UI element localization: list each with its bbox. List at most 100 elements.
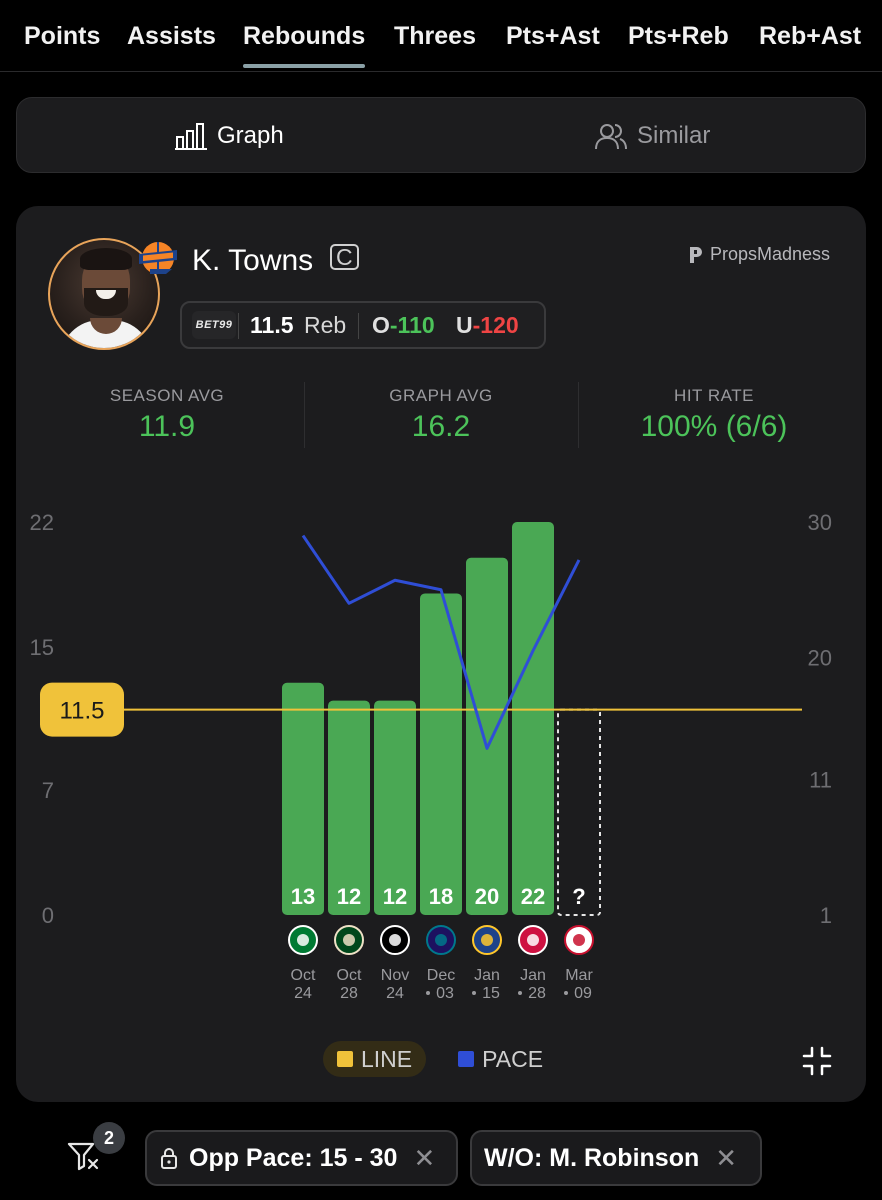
bar	[374, 700, 416, 915]
prop-line-pill[interactable]: BET99 11.5 Reb O-110 U-120	[180, 301, 546, 349]
bar	[420, 593, 462, 915]
hit-rate-label: HIT RATE	[674, 386, 754, 405]
prop-line-value: 11.5	[250, 312, 294, 338]
tab-pts-reb[interactable]: Pts+Reb	[628, 22, 729, 50]
season-avg-value: 11.9	[138, 410, 196, 443]
hit-rate-stat: HIT RATE 100% (6/6)	[578, 386, 850, 444]
filter-clear-icon[interactable]	[66, 1140, 102, 1172]
player-name: K. Towns	[192, 244, 314, 277]
graph-toggle-button[interactable]: Graph	[175, 98, 284, 174]
tab-reb-ast[interactable]: Reb+Ast	[759, 22, 862, 50]
season-avg-label: SEASON AVG	[109, 386, 225, 405]
users-icon	[595, 124, 627, 150]
close-icon[interactable]: ✕	[413, 1142, 436, 1173]
left-axis-tick: 7	[42, 778, 54, 803]
date-month-label: Nov	[381, 967, 409, 984]
filter-chip-opp-pace[interactable]: Opp Pace: 15 - 30 ✕	[145, 1130, 458, 1186]
date-day-label: 03	[436, 985, 454, 1002]
propsmadness-logo-icon	[690, 246, 702, 263]
tab-assists[interactable]: Assists	[127, 22, 216, 50]
knicks-logo-icon	[139, 242, 177, 274]
date-day-label: 28	[528, 985, 546, 1002]
nets-logo-icon	[389, 934, 401, 946]
bar-value-label: ?	[572, 884, 585, 909]
brand-name: PropsMadness	[710, 244, 831, 264]
bar-value-label: 12	[383, 884, 407, 909]
collapse-icon[interactable]	[802, 1046, 832, 1076]
over-odds: O-110	[372, 312, 435, 338]
date-dot	[518, 991, 522, 995]
legend-pace[interactable]: PACE	[458, 1046, 543, 1073]
bar-value-label: 20	[475, 884, 499, 909]
date-day-label: 28	[340, 985, 358, 1002]
filter-chip-label: Opp Pace: 15 - 30	[189, 1143, 398, 1172]
close-icon[interactable]: ✕	[715, 1142, 738, 1173]
view-toggle: Graph Similar	[16, 97, 866, 173]
left-axis-tick: 0	[42, 903, 54, 928]
date-day-label: 24	[386, 985, 404, 1002]
under-odds: U-120	[456, 312, 519, 338]
similar-toggle-button[interactable]: Similar	[595, 98, 710, 174]
prop-line-label: 11.5	[60, 698, 105, 725]
right-axis-tick: 11	[809, 767, 832, 792]
date-month-label: Oct	[337, 967, 362, 984]
right-axis-tick: 20	[808, 646, 832, 671]
player-position: C	[330, 244, 359, 270]
prop-line-badge	[40, 682, 124, 737]
right-axis-tick: 30	[808, 510, 832, 535]
hornets-logo-icon	[435, 934, 447, 946]
date-month-label: Oct	[291, 967, 316, 984]
prop-tabs: Points Assists Rebounds Threes Pts+Ast P…	[0, 0, 882, 72]
similar-label: Similar	[637, 122, 711, 149]
chart-legend: LINE PACE	[323, 1040, 543, 1078]
bar	[466, 557, 508, 915]
bucks-logo-icon	[343, 934, 355, 946]
graph-avg-stat: GRAPH AVG 16.2	[305, 386, 577, 444]
date-month-label: Mar	[565, 967, 593, 984]
legend-line-label: LINE	[361, 1045, 413, 1072]
graph-avg-label: GRAPH AVG	[389, 386, 493, 405]
bar-value-label: 18	[429, 884, 453, 909]
date-dot	[472, 991, 476, 995]
legend-pace-label: PACE	[482, 1045, 544, 1072]
bar-value-label: 22	[521, 884, 545, 909]
bar-chart-icon	[175, 123, 207, 150]
player-prop-card: K. Towns C PropsMadness BET99 11.5 Reb O…	[16, 206, 866, 1102]
bar	[512, 522, 554, 915]
legend-line[interactable]: LINE	[323, 1041, 427, 1077]
date-month-label: Jan	[474, 967, 500, 984]
date-month-label: Dec	[427, 967, 455, 984]
date-dot	[426, 991, 430, 995]
left-axis-tick: 22	[30, 510, 54, 535]
tab-threes[interactable]: Threes	[394, 22, 476, 50]
filter-count-badge: 2	[93, 1122, 125, 1154]
hit-rate-value: 100% (6/6)	[640, 410, 788, 443]
right-axis-tick: 1	[820, 903, 832, 928]
prop-line-stat: Reb	[304, 312, 347, 338]
date-day-label: 24	[294, 985, 312, 1002]
warriors-logo-icon	[481, 934, 493, 946]
bar	[282, 682, 324, 915]
graph-label: Graph	[217, 122, 284, 149]
filter-chip-label: W/O: M. Robinson	[484, 1143, 700, 1172]
tab-rebounds[interactable]: Rebounds	[243, 22, 366, 68]
bar-value-label: 12	[337, 884, 361, 909]
season-avg-stat: SEASON AVG 11.9	[31, 386, 303, 444]
brand-logo: PropsMadness	[688, 244, 830, 265]
clippers-logo-icon	[573, 934, 585, 946]
date-dot	[564, 991, 568, 995]
celtics-logo-icon	[297, 934, 309, 946]
lock-icon	[161, 1148, 177, 1169]
tab-points[interactable]: Points	[24, 22, 101, 50]
left-axis-tick: 15	[30, 635, 54, 660]
pace-line	[301, 534, 581, 750]
filter-chip-without-player[interactable]: W/O: M. Robinson ✕	[470, 1130, 762, 1186]
date-day-label: 15	[482, 985, 500, 1002]
graph-avg-value: 16.2	[411, 410, 471, 443]
tab-pts-ast[interactable]: Pts+Ast	[506, 22, 600, 50]
sportsbook-logo: BET99	[192, 311, 236, 339]
date-month-label: Jan	[520, 967, 546, 984]
raptors-logo-icon	[527, 934, 539, 946]
date-day-label: 09	[574, 985, 592, 1002]
